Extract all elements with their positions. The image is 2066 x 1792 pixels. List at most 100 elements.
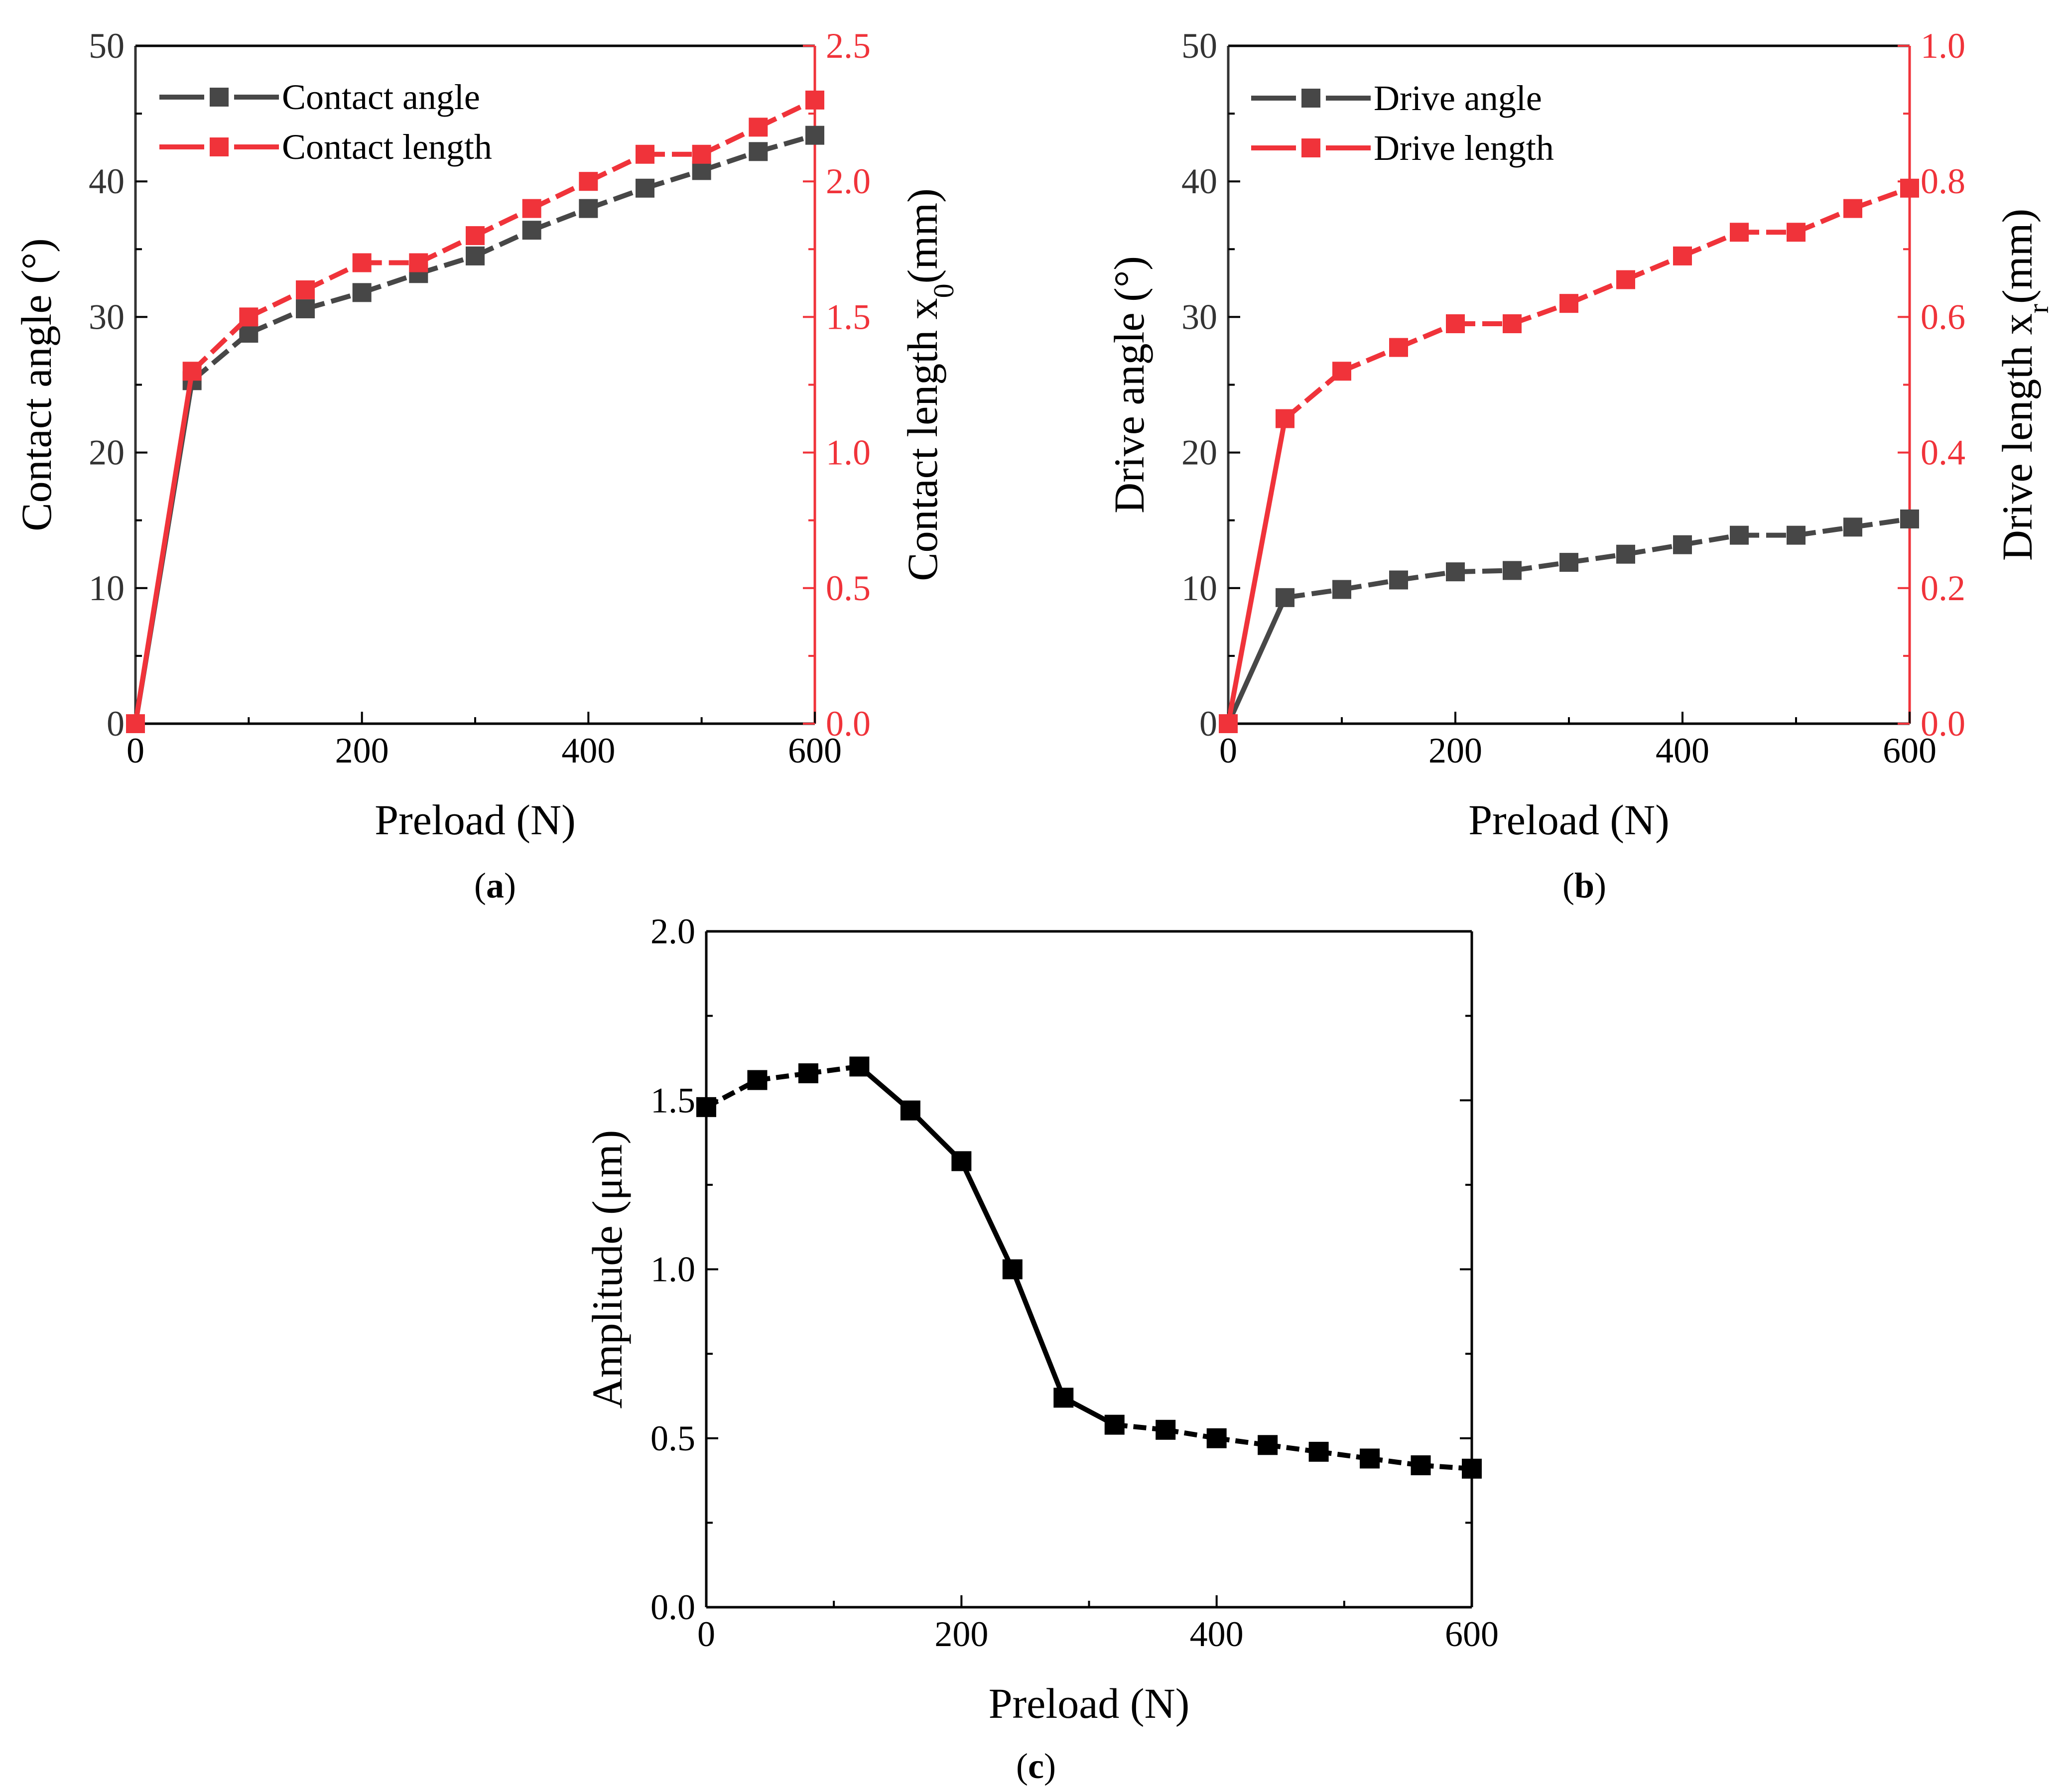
- y2-tick-label: 0.6: [1921, 297, 1965, 337]
- y-tick-label: 30: [89, 297, 125, 337]
- panel-label-b: (b): [1562, 866, 1606, 905]
- y-axis-title: Drive angle (°): [1105, 256, 1153, 513]
- drive-angle-point: [1900, 509, 1919, 528]
- y2-tick-label: 0.0: [1921, 704, 1965, 744]
- contact-angle-point: [579, 199, 598, 218]
- amplitude-point: [951, 1151, 972, 1171]
- drive-angle-point: [1843, 517, 1862, 537]
- drive-length-point: [1389, 338, 1408, 357]
- drive-angle-point: [1276, 588, 1294, 607]
- amplitude-point: [1206, 1428, 1227, 1448]
- contact-length-point: [579, 172, 598, 191]
- legend-marker: [1301, 138, 1320, 157]
- legend-item-contact-angle: Contact angle: [159, 77, 480, 117]
- drive-length-point: [1276, 409, 1294, 428]
- amplitude-point: [1104, 1414, 1125, 1435]
- contact-angle-point: [692, 161, 711, 180]
- x-axis-title: Preload (N): [1468, 796, 1670, 844]
- contact-angle-point: [352, 283, 372, 302]
- y-tick-label: 50: [1181, 26, 1217, 66]
- y2-tick-label: 1.0: [1921, 26, 1965, 66]
- drive-angle-point: [1332, 580, 1351, 599]
- drive-length-line-segment: [1226, 418, 1288, 724]
- y-tick-label: 1.5: [650, 1080, 695, 1120]
- amplitude-point: [696, 1097, 716, 1117]
- y2-tick-label: 1.5: [826, 297, 871, 337]
- contact-angle-point: [296, 299, 315, 319]
- x-tick-label: 0: [127, 731, 144, 770]
- amplitude-point: [747, 1070, 768, 1090]
- amplitude-point: [849, 1056, 870, 1077]
- x-axis-title: Preload (N): [989, 1679, 1190, 1727]
- contact-length-point: [296, 280, 315, 299]
- amplitude-point: [1308, 1441, 1329, 1462]
- amplitude-point: [1002, 1259, 1023, 1280]
- x-tick-label: 200: [335, 731, 389, 770]
- legend-label: Drive length: [1374, 128, 1554, 168]
- amplitude-line-segment: [959, 1160, 1015, 1271]
- x-tick-label: 600: [788, 731, 842, 770]
- legend-marker: [1301, 89, 1320, 108]
- amplitude-point: [1360, 1448, 1380, 1469]
- legend-item-contact-length: Contact length: [159, 127, 492, 167]
- contact-length-point: [182, 362, 202, 381]
- contact-length-point: [749, 118, 768, 137]
- amplitude-point: [798, 1063, 818, 1083]
- y2-tick-label: 1.0: [826, 433, 871, 473]
- y-tick-label: 10: [89, 568, 125, 608]
- contact-length-point: [636, 144, 654, 164]
- x-tick-label: 400: [1656, 731, 1709, 770]
- x-axis-title: Preload (N): [375, 796, 576, 844]
- contact-length-point: [126, 714, 145, 733]
- y-tick-label: 0: [107, 704, 125, 744]
- y-tick-label: 1.0: [650, 1250, 695, 1289]
- legend-marker: [210, 137, 229, 156]
- y-tick-label: 20: [89, 433, 125, 473]
- drive-length-point: [1787, 223, 1806, 242]
- drive-length-point: [1730, 223, 1749, 242]
- y-axis-title: Amplitude (μm): [583, 1130, 631, 1409]
- y-tick-label: 40: [89, 161, 125, 201]
- drive-angle-point: [1673, 535, 1692, 554]
- y2-tick-label: 0.8: [1921, 161, 1965, 201]
- amplitude-point: [1156, 1419, 1176, 1440]
- panel-label-c: (c): [1016, 1746, 1056, 1786]
- legend-label: Drive angle: [1374, 78, 1542, 118]
- contact-angle-point: [749, 142, 768, 161]
- x-tick-label: 200: [1428, 731, 1482, 770]
- contact-length-point: [409, 253, 428, 272]
- panel-c: 0 200 400 600 0.0 0.5 1.0 1.5 2.0 Preload (N) Ampl…: [583, 911, 1499, 1727]
- drive-angle-point: [1389, 570, 1408, 590]
- x-tick-label: 0: [1219, 731, 1237, 770]
- drive-angle-point: [1787, 525, 1806, 545]
- drive-angle-point: [1559, 553, 1578, 572]
- contact-angle-point: [239, 324, 258, 343]
- contact-length-point: [466, 226, 485, 246]
- drive-angle-point: [1446, 562, 1465, 582]
- contact-length-point: [692, 144, 711, 164]
- contact-length-point: [522, 199, 541, 218]
- amplitude-point: [1411, 1455, 1431, 1476]
- x-tick-label: 400: [1190, 1614, 1244, 1654]
- y2-tick-label: 0.0: [826, 704, 871, 744]
- legend-label: Contact angle: [282, 77, 480, 117]
- legend-item-drive-length: Drive length: [1251, 128, 1554, 168]
- drive-length-point: [1559, 294, 1578, 313]
- y-tick-label: 10: [1181, 568, 1217, 608]
- drive-angle-point: [1616, 544, 1635, 564]
- drive-length-point: [1843, 199, 1862, 218]
- contact-length-point: [805, 90, 824, 110]
- y2-tick-label: 0.4: [1921, 433, 1965, 473]
- panel-label-a: (a): [474, 866, 516, 905]
- y-tick-label: 0.5: [650, 1418, 695, 1458]
- legend-item-drive-angle: Drive angle: [1251, 78, 1542, 118]
- x-tick-label: 600: [1445, 1614, 1499, 1654]
- contact-length-point: [239, 307, 258, 327]
- x-tick-label: 600: [1883, 731, 1937, 770]
- y2-tick-label: 0.5: [826, 568, 871, 608]
- y-tick-label: 0.0: [650, 1587, 695, 1627]
- y2-tick-label: 0.2: [1921, 568, 1965, 608]
- amplitude-point: [1462, 1458, 1482, 1479]
- legend-marker: [210, 88, 229, 107]
- contact-angle-point: [466, 246, 485, 265]
